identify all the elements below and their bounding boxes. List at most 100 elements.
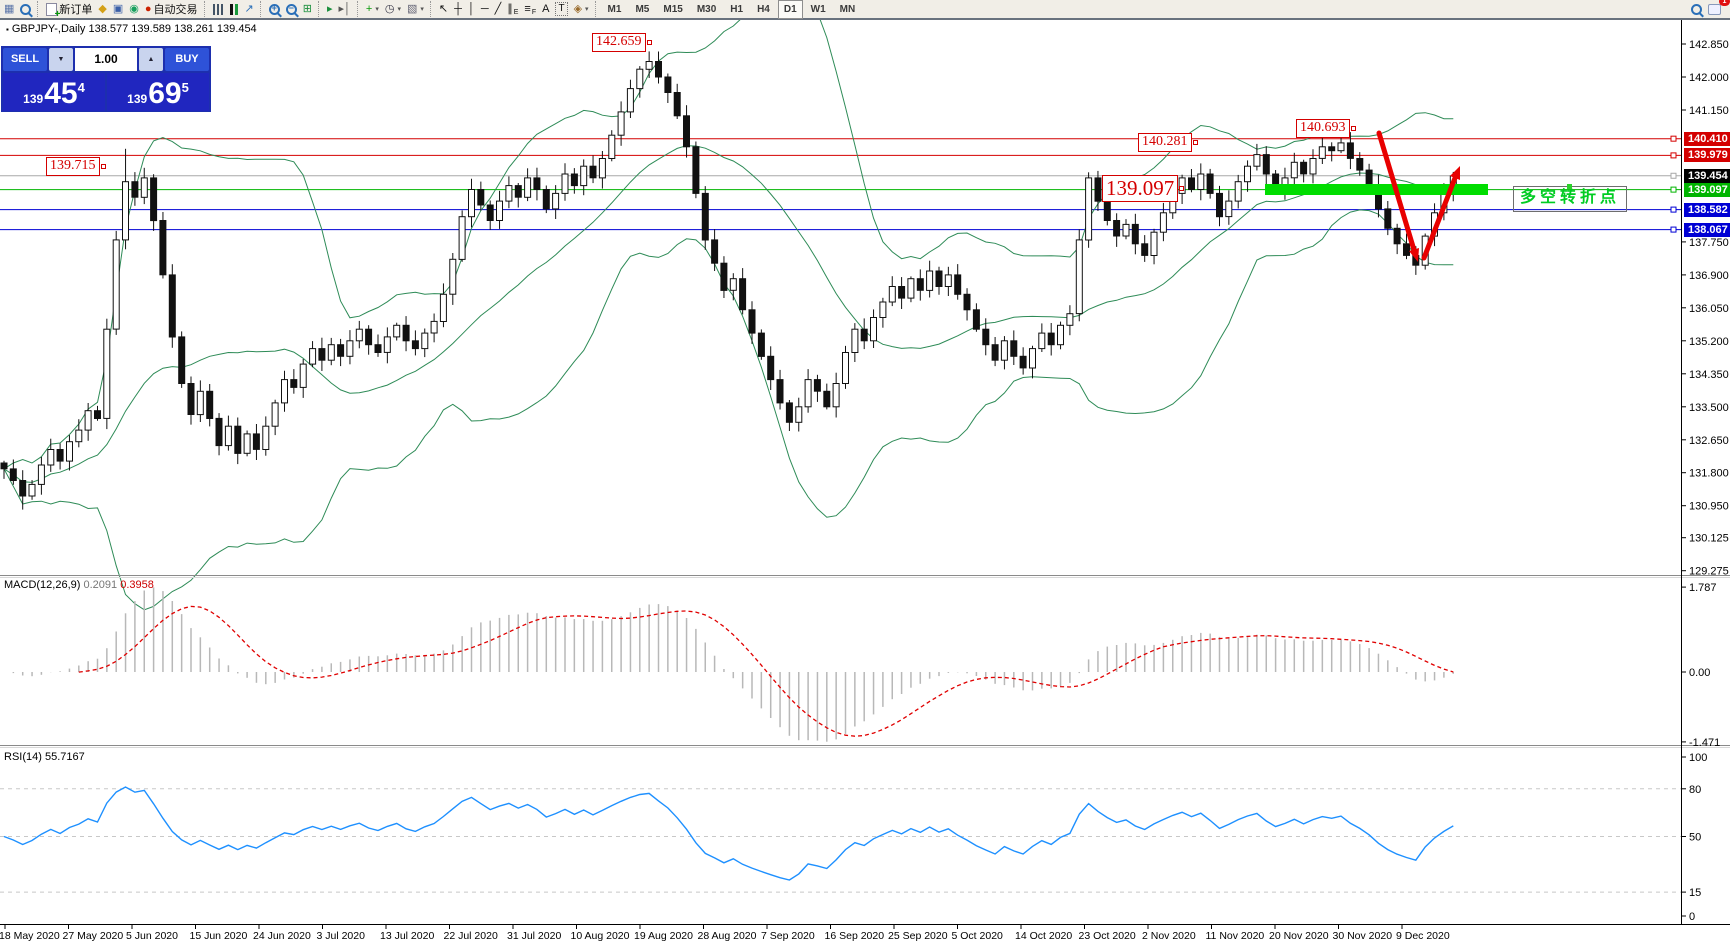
- zoom-out-button[interactable]: [284, 2, 299, 17]
- text-button[interactable]: A: [540, 2, 551, 17]
- svg-text:25 Sep 2020: 25 Sep 2020: [888, 930, 948, 942]
- svg-text:141.150: 141.150: [1689, 105, 1729, 117]
- indicators-dropdown-icon[interactable]: ▾: [375, 6, 379, 13]
- indicators-button[interactable]: + ▾: [364, 2, 381, 17]
- candlestick-chart-button[interactable]: [227, 2, 241, 17]
- svg-text:136.900: 136.900: [1689, 270, 1729, 282]
- timeframe-w1[interactable]: W1: [810, 3, 826, 15]
- line-chart-button[interactable]: ↗: [243, 2, 256, 17]
- svg-text:136.050: 136.050: [1689, 303, 1729, 315]
- buy-price-display[interactable]: 139 69 5: [107, 73, 209, 111]
- horizontal-line-button[interactable]: ─: [479, 2, 491, 17]
- svg-text:50: 50: [1689, 832, 1701, 844]
- zoom-in-button[interactable]: [267, 2, 282, 17]
- timeframe-h4[interactable]: H4: [757, 3, 770, 15]
- text-label-button[interactable]: T: [553, 2, 569, 17]
- templates-button[interactable]: ▧ ▾: [405, 2, 426, 17]
- history-center-button[interactable]: ◆: [96, 2, 108, 17]
- new-chart-icon: ▦: [4, 3, 15, 15]
- periods-dropdown-icon[interactable]: ▾: [397, 6, 401, 13]
- rsi-panel: 100 80 50 15 0: [0, 752, 1707, 923]
- arrows-dropdown-icon[interactable]: ▾: [585, 6, 589, 13]
- svg-text:19 Aug 2020: 19 Aug 2020: [634, 930, 693, 942]
- svg-text:20 Nov 2020: 20 Nov 2020: [1269, 930, 1329, 942]
- tile-windows-icon: ⊞: [302, 3, 312, 15]
- lot-increase-button[interactable]: ▲: [139, 48, 163, 71]
- profiles-button[interactable]: [18, 2, 33, 17]
- bar-chart-button[interactable]: [211, 2, 225, 17]
- green-highlight-bar[interactable]: [1265, 184, 1488, 195]
- svg-text:142.850: 142.850: [1689, 39, 1729, 51]
- horizontal-line-icon: ─: [480, 3, 489, 15]
- templates-icon: ▧: [407, 3, 418, 15]
- bollinger-bands: [3, 0, 1454, 611]
- timeframe-m15[interactable]: M15: [663, 3, 683, 15]
- svg-text:137.750: 137.750: [1689, 237, 1729, 249]
- signals-button[interactable]: ◉: [127, 2, 141, 17]
- price-callout-label-139.715[interactable]: 139.715: [46, 157, 105, 176]
- red-trend-arrows[interactable]: [1376, 130, 1460, 262]
- tile-windows-button[interactable]: ⊞: [301, 2, 314, 17]
- timeframe-m1[interactable]: M1: [607, 3, 622, 15]
- lot-decrease-button[interactable]: ▼: [49, 48, 73, 71]
- cursor-button[interactable]: ↖: [437, 2, 450, 17]
- new-order-button[interactable]: 新订单: [44, 2, 94, 20]
- equidistant-channel-button[interactable]: ∥ E: [507, 3, 519, 16]
- arrows-button[interactable]: ◈ ▾: [572, 2, 591, 17]
- buy-button[interactable]: BUY: [165, 48, 209, 71]
- vertical-line-button[interactable]: │: [466, 2, 477, 17]
- sell-price-display[interactable]: 139 45 4: [3, 73, 105, 111]
- price-callout-label-140.281[interactable]: 140.281: [1138, 133, 1197, 152]
- timeframe-h1[interactable]: H1: [730, 3, 744, 15]
- fibonacci-icon: ≡: [524, 3, 531, 15]
- timeframe-m30[interactable]: M30: [696, 3, 717, 15]
- lot-size-input[interactable]: 1.00: [75, 48, 137, 71]
- candlestick-chart-icon: [228, 3, 239, 15]
- date-axis[interactable]: 18 May 2020 27 May 2020 5 Jun 2020 15 Jun 2…: [0, 925, 1450, 942]
- chart-shift-icon: ▸│: [338, 3, 351, 15]
- svg-text:24 Jun 2020: 24 Jun 2020: [253, 930, 311, 942]
- price-callout-label-140.693[interactable]: 140.693: [1296, 119, 1355, 138]
- search-button[interactable]: [1689, 2, 1704, 17]
- price-callout-label-142.659[interactable]: 142.659: [592, 33, 651, 52]
- notifications-icon: [1708, 3, 1721, 15]
- turning-point-text-annotation[interactable]: 多空转折点: [1513, 184, 1627, 212]
- chart-shift-button[interactable]: ▸│: [337, 2, 353, 17]
- trendline-button[interactable]: ╱: [493, 2, 504, 17]
- templates-dropdown-icon[interactable]: ▾: [420, 6, 424, 13]
- svg-text:-1.471: -1.471: [1689, 737, 1720, 749]
- crosshair-icon: ┼: [454, 3, 462, 15]
- crosshair-button[interactable]: ┼: [452, 2, 464, 17]
- text-label-icon: T: [555, 2, 568, 16]
- history-center-icon: ◆: [98, 3, 107, 15]
- svg-text:7 Sep 2020: 7 Sep 2020: [761, 930, 815, 942]
- timeframe-d1[interactable]: D1: [777, 0, 803, 19]
- svg-text:14 Oct 2020: 14 Oct 2020: [1015, 930, 1072, 942]
- auto-scroll-button[interactable]: ▸: [325, 2, 335, 17]
- cursor-icon: ↖: [438, 3, 449, 15]
- new-chart-button[interactable]: ▦: [2, 2, 16, 17]
- autotrading-button[interactable]: ● 自动交易: [143, 2, 200, 17]
- axis-price-tag-138.582: 138.582: [1684, 203, 1730, 217]
- timeframe-mn[interactable]: MN: [839, 3, 856, 15]
- axis-price-tag-140.410: 140.410: [1684, 132, 1730, 146]
- price-callout-label-139.097[interactable]: 139.097: [1102, 175, 1185, 202]
- toolbar-group-insert: + ▾ ◷ ▾ ▧ ▾: [356, 1, 427, 17]
- toolbar-group-timeframes: M1 M5 M15 M30 H1 H4 D1 W1 MN: [594, 0, 863, 19]
- toolbar-group-trade: 新订单 ◆ ▣ ◉ ●自动交易: [37, 1, 200, 20]
- svg-text:30 Nov 2020: 30 Nov 2020: [1333, 930, 1393, 942]
- svg-text:9 Dec 2020: 9 Dec 2020: [1396, 930, 1450, 942]
- svg-text:130.125: 130.125: [1689, 533, 1729, 545]
- notifications-button[interactable]: 1: [1706, 0, 1730, 17]
- svg-text:27 May 2020: 27 May 2020: [63, 930, 124, 942]
- terminal-button[interactable]: ▣: [111, 2, 125, 17]
- svg-text:3 Jul 2020: 3 Jul 2020: [317, 930, 366, 942]
- timeframe-m5[interactable]: M5: [635, 3, 650, 15]
- periods-button[interactable]: ◷ ▾: [383, 2, 403, 17]
- sell-button[interactable]: SELL: [3, 48, 47, 71]
- macd-panel: 1.787 0.00 -1.471: [12, 582, 1720, 749]
- axis-price-tag-138.067: 138.067: [1684, 223, 1730, 237]
- svg-text:10 Aug 2020: 10 Aug 2020: [571, 930, 630, 942]
- fibonacci-button[interactable]: ≡ F: [524, 3, 537, 16]
